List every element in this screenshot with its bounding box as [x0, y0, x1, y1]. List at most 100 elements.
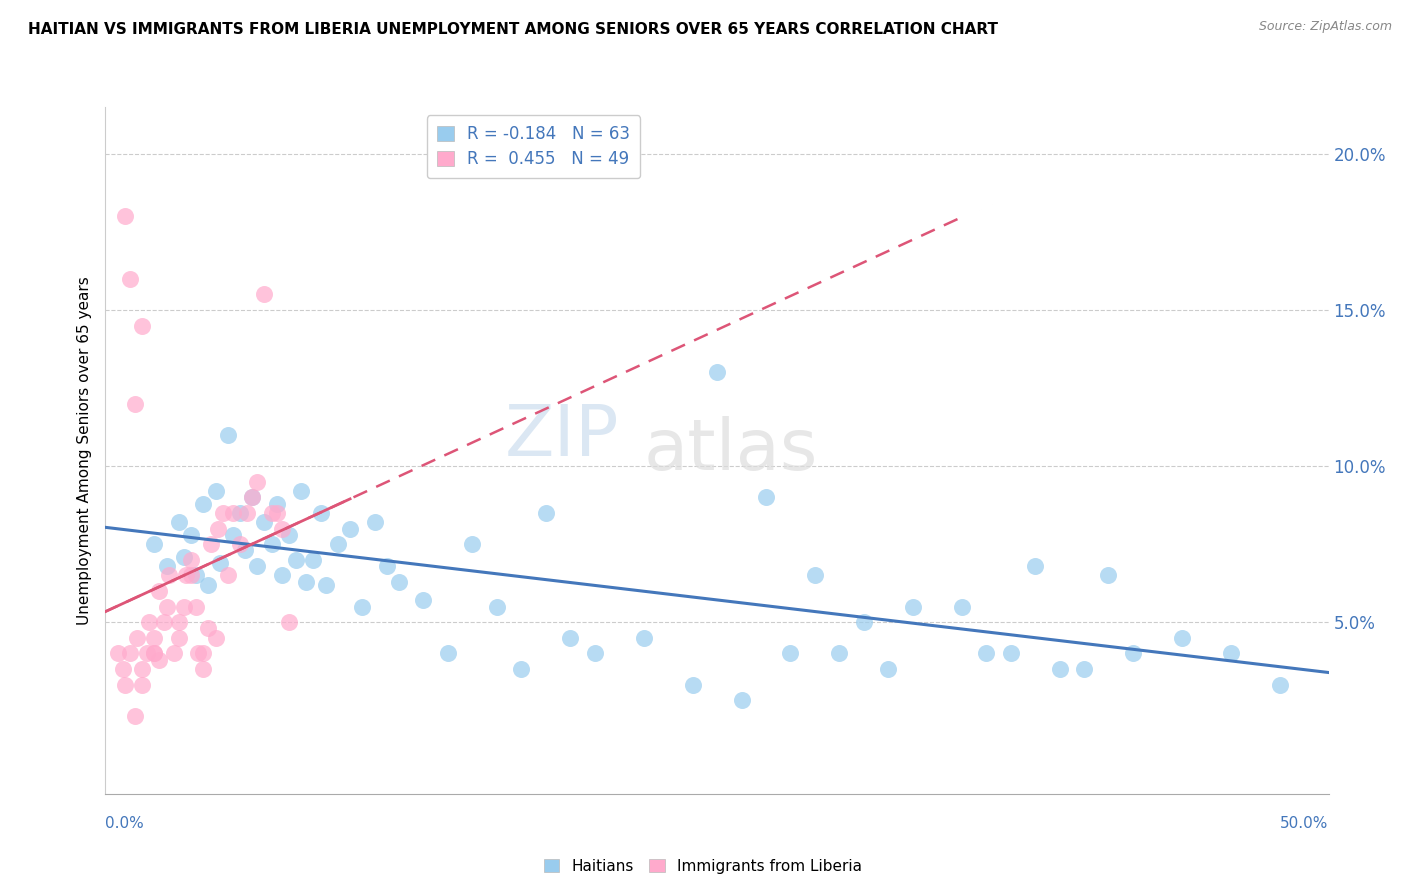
Point	[1219, 646, 1241, 660]
Point	[1122, 646, 1144, 660]
Point	[131, 678, 153, 692]
Point	[180, 527, 202, 541]
Point	[207, 521, 229, 535]
Point	[233, 543, 256, 558]
Point	[173, 599, 195, 614]
Text: HAITIAN VS IMMIGRANTS FROM LIBERIA UNEMPLOYMENT AMONG SENIORS OVER 65 YEARS CORR: HAITIAN VS IMMIGRANTS FROM LIBERIA UNEMP…	[28, 22, 998, 37]
Point	[174, 568, 197, 582]
Point	[260, 537, 283, 551]
Point	[167, 515, 190, 529]
Point	[246, 558, 269, 573]
Point	[309, 506, 332, 520]
Point	[131, 662, 153, 676]
Point	[901, 599, 924, 614]
Point	[138, 615, 160, 630]
Text: atlas: atlas	[644, 416, 818, 485]
Point	[270, 521, 292, 535]
Point	[212, 506, 235, 520]
Point	[118, 646, 141, 660]
Point	[217, 427, 239, 442]
Point	[236, 506, 259, 520]
Point	[200, 537, 222, 551]
Point	[197, 578, 219, 592]
Point	[127, 631, 149, 645]
Point	[184, 568, 207, 582]
Point	[560, 631, 582, 645]
Point	[285, 552, 308, 567]
Point	[204, 483, 226, 498]
Point	[131, 318, 153, 333]
Point	[143, 646, 166, 660]
Point	[375, 558, 398, 573]
Point	[437, 646, 460, 660]
Point	[229, 537, 252, 551]
Point	[253, 287, 276, 301]
Point	[184, 599, 207, 614]
Point	[148, 653, 170, 667]
Point	[167, 631, 190, 645]
Point	[114, 209, 136, 223]
Point	[204, 631, 226, 645]
Point	[266, 506, 288, 520]
Point	[229, 506, 252, 520]
Point	[755, 490, 778, 504]
Point	[240, 490, 263, 504]
Text: 50.0%: 50.0%	[1281, 816, 1329, 831]
Legend: R = -0.184   N = 63, R =  0.455   N = 49: R = -0.184 N = 63, R = 0.455 N = 49	[427, 115, 640, 178]
Point	[295, 574, 318, 589]
Legend: Haitians, Immigrants from Liberia: Haitians, Immigrants from Liberia	[538, 853, 868, 880]
Point	[730, 693, 752, 707]
Point	[278, 527, 301, 541]
Point	[217, 568, 239, 582]
Point	[270, 568, 292, 582]
Point	[124, 708, 146, 723]
Point	[1268, 678, 1291, 692]
Point	[180, 568, 202, 582]
Point	[209, 556, 232, 570]
Point	[118, 271, 141, 285]
Point	[266, 496, 288, 510]
Point	[167, 615, 190, 630]
Point	[153, 615, 176, 630]
Point	[302, 552, 325, 567]
Point	[143, 646, 166, 660]
Point	[804, 568, 827, 582]
Point	[388, 574, 411, 589]
Point	[278, 615, 301, 630]
Point	[534, 506, 557, 520]
Point	[852, 615, 875, 630]
Point	[193, 662, 215, 676]
Point	[107, 646, 129, 660]
Point	[193, 646, 215, 660]
Point	[124, 396, 146, 410]
Point	[173, 549, 195, 564]
Point	[352, 599, 374, 614]
Point	[633, 631, 655, 645]
Point	[326, 537, 349, 551]
Point	[682, 678, 704, 692]
Point	[246, 475, 269, 489]
Point	[461, 537, 484, 551]
Point	[114, 678, 136, 692]
Point	[950, 599, 973, 614]
Point	[193, 496, 215, 510]
Point	[136, 646, 159, 660]
Point	[163, 646, 186, 660]
Point	[111, 662, 134, 676]
Point	[143, 631, 166, 645]
Point	[706, 366, 728, 380]
Point	[339, 521, 361, 535]
Point	[583, 646, 606, 660]
Point	[143, 537, 166, 551]
Point	[485, 599, 508, 614]
Point	[363, 515, 385, 529]
Text: ZIP: ZIP	[505, 402, 619, 471]
Text: Source: ZipAtlas.com: Source: ZipAtlas.com	[1258, 20, 1392, 33]
Point	[1097, 568, 1119, 582]
Point	[221, 527, 243, 541]
Point	[253, 515, 276, 529]
Y-axis label: Unemployment Among Seniors over 65 years: Unemployment Among Seniors over 65 years	[76, 277, 91, 624]
Point	[148, 583, 170, 598]
Point	[197, 621, 219, 635]
Point	[155, 558, 177, 573]
